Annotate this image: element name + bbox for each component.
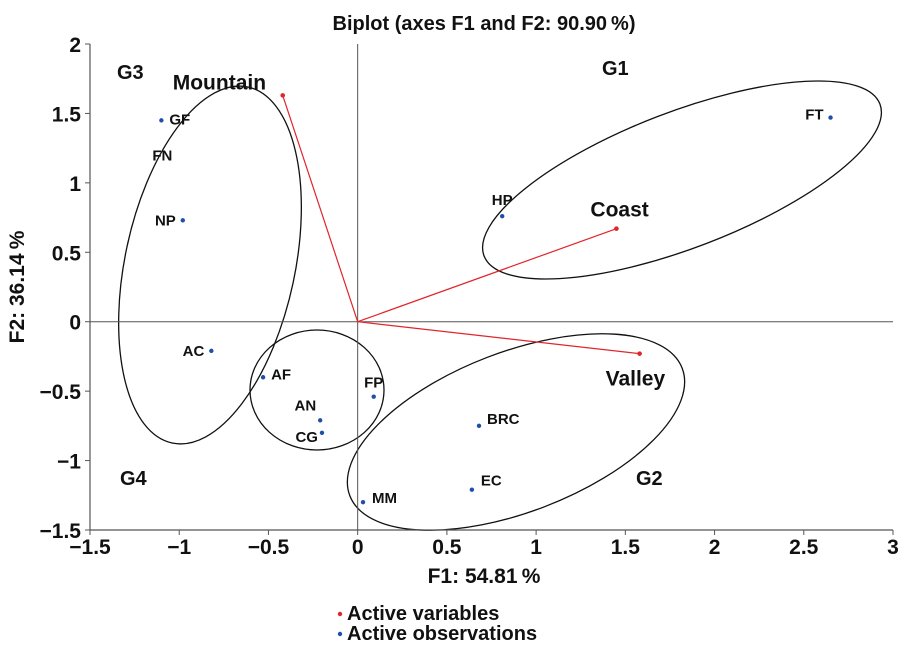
group-label-g4: G4: [120, 468, 148, 490]
group-label-g2: G2: [636, 468, 663, 490]
ellipse-g3: [118, 85, 302, 445]
group-label-g3: G3: [117, 62, 144, 84]
variable-point-valley: [637, 351, 642, 356]
x-tick-label: −0.5: [248, 536, 290, 559]
x-tick-label: 1: [530, 536, 542, 559]
observation-point-ac: [209, 348, 214, 354]
legend-marker-variables: [337, 611, 343, 617]
variable-point-coast: [614, 226, 619, 231]
legend: Active variables Active observations: [337, 603, 537, 645]
observation-point-gf: [159, 118, 164, 123]
observation-label-fp: FP: [364, 375, 383, 392]
x-tick-label: 1.5: [611, 536, 641, 559]
y-tick-label: 1.5: [52, 103, 82, 126]
y-ticks: −1.5 −1 −0.5 0 0.5 1 1.5 2: [40, 34, 90, 543]
group-ellipses: [118, 80, 883, 531]
variable-point-mountain: [280, 93, 286, 98]
ellipse-g1: [481, 80, 883, 280]
variable-label-valley: Valley: [606, 368, 666, 391]
observation-point-brc: [476, 423, 482, 429]
y-tick-label: −1.5: [40, 520, 82, 543]
x-axis-label: F1: 54.81 %: [428, 565, 541, 588]
chart-title: Biplot (axes F1 and F2: 90.90 %): [333, 13, 636, 35]
observation-point-an: [317, 418, 323, 423]
legend-label-observations: Active observations: [347, 623, 537, 645]
observation-point-af: [260, 375, 266, 380]
x-tick-label: 0.5: [432, 536, 462, 559]
observation-label-brc: BRC: [487, 411, 520, 428]
x-tick-label: 0: [352, 536, 364, 559]
y-tick-label: 1: [69, 173, 81, 196]
x-tick-label: 2.5: [789, 536, 819, 559]
vector-coast: [357, 228, 617, 323]
observation-label-ac: AC: [183, 343, 205, 360]
legend-marker-observations: [337, 631, 343, 637]
group-label-g1: G1: [602, 58, 629, 80]
observation-label-np: NP: [155, 212, 176, 229]
observation-point-fp: [371, 394, 376, 399]
y-tick-label: −0.5: [40, 381, 82, 404]
x-tick-label: 3: [887, 536, 899, 559]
ellipse-g4: [249, 329, 385, 451]
observation-label-ec: EC: [481, 473, 502, 490]
y-tick-label: 0: [69, 312, 81, 335]
observation-label-af: AF: [271, 366, 291, 383]
variable-label-mountain: Mountain: [173, 71, 266, 94]
observation-label-fn: FN: [152, 147, 172, 164]
observation-point-ec: [469, 487, 475, 492]
x-tick-label: −1.5: [69, 536, 111, 559]
variable-label-coast: Coast: [590, 199, 648, 222]
observation-point-np: [180, 218, 185, 223]
y-tick-label: 2: [69, 34, 81, 57]
vector-valley: [357, 321, 640, 355]
observation-label-an: AN: [295, 397, 317, 414]
x-ticks: −1.5 −1 −0.5 0 0.5 1 1.5 2 2.5 3: [69, 530, 899, 559]
observation-label-cg: CG: [295, 429, 318, 446]
observation-point-hp: [500, 213, 505, 219]
y-tick-label: 0.5: [52, 242, 82, 265]
legend-label-variables: Active variables: [347, 603, 499, 625]
y-axis-label: F2: 36.14 %: [6, 230, 29, 343]
observation-label-gf: GF: [169, 111, 190, 128]
observation-point-cg: [319, 430, 325, 435]
plot-frame: [89, 44, 893, 531]
x-tick-label: 2: [709, 536, 721, 559]
variable-vectors: Mountain Coast Valley: [173, 71, 666, 390]
observation-label-ft: FT: [805, 107, 823, 124]
ellipse-g2: [346, 333, 686, 531]
y-tick-label: −1: [57, 451, 81, 474]
vector-mountain: [282, 95, 359, 322]
observation-point-mm: [360, 500, 366, 505]
observation-label-mm: MM: [372, 490, 397, 507]
observation-point-ft: [828, 115, 833, 120]
observation-label-hp: HP: [492, 192, 513, 209]
x-tick-label: −1: [167, 536, 191, 559]
